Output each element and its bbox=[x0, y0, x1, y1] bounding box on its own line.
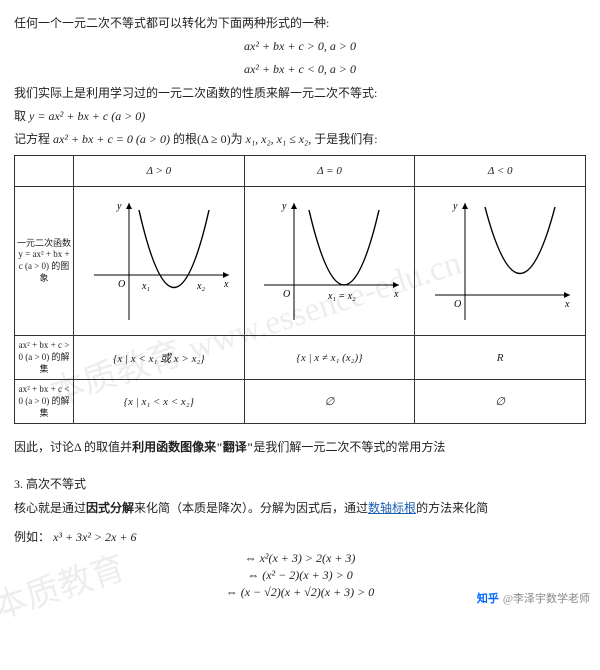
svg-text:O: O bbox=[118, 279, 125, 290]
s3-mid: 来化简（本质是降次）。分解为因式后，通过 bbox=[134, 501, 368, 515]
number-line-link[interactable]: 数轴标根 bbox=[368, 501, 416, 515]
intro-line3: 取 y = ax² + bx + c (a > 0) bbox=[14, 107, 586, 126]
svg-text:x: x bbox=[564, 299, 570, 310]
intro-line2: 我们实际上是利用学习过的一元二次函数的性质来解一元二次不等式: bbox=[14, 84, 586, 103]
section3-body: 核心就是通过因式分解来化简（本质是降次）。分解为因式后，通过数轴标根的方法来化简 bbox=[14, 499, 586, 518]
example-label: 例如： bbox=[14, 530, 50, 544]
table-row: Δ > 0 Δ = 0 Δ < 0 bbox=[15, 156, 586, 187]
sol-gt-3: R bbox=[415, 336, 586, 380]
intro-line4-post: , 于是我们有: bbox=[308, 132, 377, 146]
svg-text:y: y bbox=[281, 201, 287, 212]
graph-cell-3: x y O bbox=[415, 187, 586, 336]
intro-line4-pre: 记方程 bbox=[14, 132, 53, 146]
row-graph-label: 一元二次函数 y = ax² + bx + c (a > 0) 的图象 bbox=[15, 187, 74, 336]
svg-text:x: x bbox=[223, 279, 229, 290]
table-header-1: Δ > 0 bbox=[74, 156, 245, 187]
svg-text:O: O bbox=[283, 289, 290, 300]
parabola-one-root: x y O x₁ = x₂ bbox=[254, 195, 404, 325]
graph-cell-1: x y O x₁ x₂ bbox=[74, 187, 245, 336]
graph-cell-2: x y O x₁ = x₂ bbox=[244, 187, 415, 336]
table-row: ax² + bx + c < 0 (a > 0) 的解集 {x | x₁ < x… bbox=[15, 380, 586, 424]
table-header-3: Δ < 0 bbox=[415, 156, 586, 187]
intro-line1: 任何一个一元二次不等式都可以转化为下面两种形式的一种: bbox=[14, 14, 586, 33]
sol-lt-2: ∅ bbox=[244, 380, 415, 424]
sol-lt-1: {x | x₁ < x < x₂} bbox=[74, 380, 245, 424]
example: 例如： x³ + 3x² > 2x + 6 bbox=[14, 528, 586, 547]
step-2: ⇔ (x² − 2)(x + 3) > 0 bbox=[14, 568, 586, 583]
intro-line4-roots: x₁, x₂, x₁ ≤ x₂ bbox=[246, 132, 309, 146]
intro-line3-pre: 取 bbox=[14, 109, 29, 123]
svg-text:x₂: x₂ bbox=[196, 281, 205, 292]
svg-text:y: y bbox=[452, 201, 458, 212]
intro-form1: ax² + bx + c > 0, a > 0 bbox=[14, 37, 586, 56]
sol-gt-1: {x | x < x₁ 或 x > x₂} bbox=[74, 336, 245, 380]
s3-post: 的方法来化简 bbox=[416, 501, 488, 515]
conclusion-post: 是我们解一元二次不等式的常用方法 bbox=[253, 440, 445, 454]
conclusion: 因此，讨论Δ 的取值并利用函数图像来"翻译"是我们解一元二次不等式的常用方法 bbox=[14, 438, 586, 457]
row-lt-label: ax² + bx + c < 0 (a > 0) 的解集 bbox=[15, 380, 74, 424]
step-1: ⇔ x²(x + 3) > 2(x + 3) bbox=[14, 551, 586, 566]
intro-form2: ax² + bx + c < 0, a > 0 bbox=[14, 60, 586, 79]
svg-text:x: x bbox=[393, 289, 399, 300]
parabola-no-root: x y O bbox=[425, 195, 575, 325]
discriminant-table: Δ > 0 Δ = 0 Δ < 0 一元二次函数 y = ax² + bx + … bbox=[14, 155, 586, 424]
zhihu-brand: 知乎 bbox=[477, 593, 499, 605]
section3-title: 3. 高次不等式 bbox=[14, 475, 586, 494]
footer-author: @李泽宇数学老师 bbox=[503, 593, 590, 605]
sol-gt-2: {x | x ≠ x₁ (x₂)} bbox=[244, 336, 415, 380]
s3-bold1: 因式分解 bbox=[86, 501, 134, 515]
table-row: 一元二次函数 y = ax² + bx + c (a > 0) 的图象 x y … bbox=[15, 187, 586, 336]
svg-text:x₁: x₁ bbox=[141, 281, 150, 292]
sol-lt-3: ∅ bbox=[415, 380, 586, 424]
svg-text:x₁ = x₂: x₁ = x₂ bbox=[327, 291, 356, 302]
intro-line4-mid: 的根(Δ ≥ 0)为 bbox=[170, 132, 246, 146]
table-header-2: Δ = 0 bbox=[244, 156, 415, 187]
intro-line3-eq: y = ax² + bx + c (a > 0) bbox=[29, 109, 145, 123]
conclusion-bold: 利用函数图像来"翻译" bbox=[132, 440, 253, 454]
row-gt-label: ax² + bx + c > 0 (a > 0) 的解集 bbox=[15, 336, 74, 380]
s3-pre: 核心就是通过 bbox=[14, 501, 86, 515]
intro-line4-eq: ax² + bx + c = 0 (a > 0) bbox=[53, 132, 170, 146]
intro-line4: 记方程 ax² + bx + c = 0 (a > 0) 的根(Δ ≥ 0)为 … bbox=[14, 130, 586, 149]
footer: 知乎 @李泽宇数学老师 bbox=[477, 590, 590, 606]
svg-text:y: y bbox=[116, 201, 122, 212]
table-corner bbox=[15, 156, 74, 187]
example-eq: x³ + 3x² > 2x + 6 bbox=[53, 530, 136, 544]
table-row: ax² + bx + c > 0 (a > 0) 的解集 {x | x < x₁… bbox=[15, 336, 586, 380]
parabola-two-roots: x y O x₁ x₂ bbox=[84, 195, 234, 325]
conclusion-pre: 因此，讨论Δ 的取值并 bbox=[14, 440, 132, 454]
svg-text:O: O bbox=[454, 299, 461, 310]
